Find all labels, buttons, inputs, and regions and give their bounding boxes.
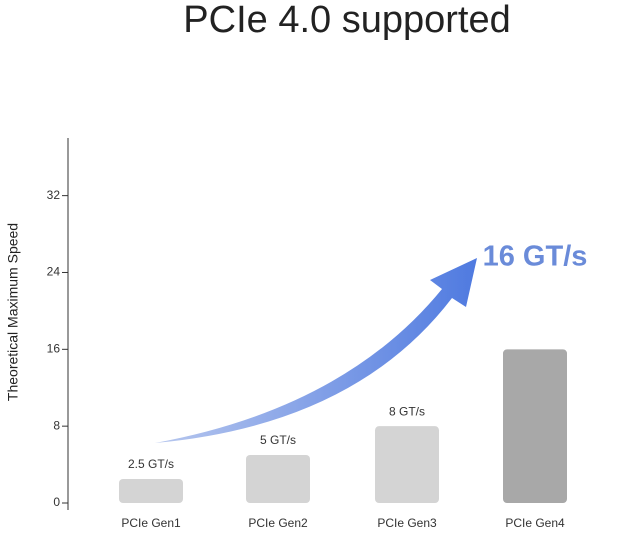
y-tick-label: 32 <box>47 188 61 202</box>
chart-title: PCIe 4.0 supported <box>183 0 510 41</box>
x-tick-label: PCIe Gen1 <box>121 516 181 530</box>
y-tick-label: 8 <box>53 418 60 432</box>
bar <box>503 349 567 503</box>
y-tick-label: 16 <box>47 341 61 355</box>
y-tick-label: 0 <box>53 495 60 509</box>
annotation: 16 GT/s <box>483 241 588 273</box>
bar <box>375 426 439 503</box>
y-axis-label: Theoretical Maximum Speed <box>5 223 21 401</box>
growth-arrow <box>155 258 477 443</box>
x-tick-label: PCIe Gen2 <box>248 516 308 530</box>
bar <box>119 478 183 503</box>
x-tick-label: PCIe Gen3 <box>377 516 437 530</box>
value-label: 2.5 GT/s <box>128 457 174 471</box>
value-label: 8 GT/s <box>389 404 425 418</box>
x-tick-label: PCIe Gen4 <box>505 516 565 530</box>
y-tick-label: 24 <box>47 265 61 279</box>
bar <box>246 454 310 503</box>
value-label: 5 GT/s <box>260 433 296 447</box>
